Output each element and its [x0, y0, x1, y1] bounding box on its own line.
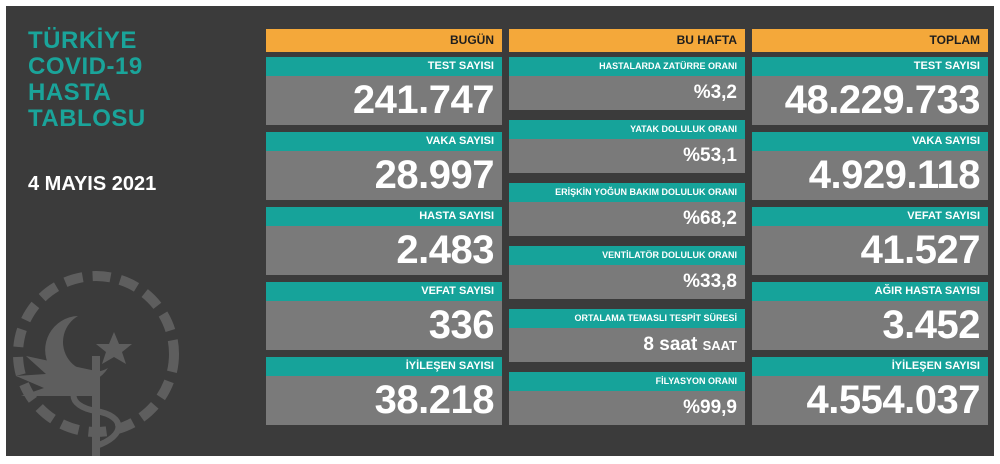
column-heading-total: TOPLAM [752, 29, 988, 52]
column-heading-week: BU HAFTA [509, 29, 745, 52]
card-value: 8 saat SAAT [509, 328, 745, 362]
card-label: VAKA SAYISI [752, 132, 988, 151]
card-value: %53,1 [509, 139, 745, 173]
card-label: FİLYASYON ORANI [509, 372, 745, 391]
card-value: 4.554.037 [752, 376, 988, 425]
week-icu-occupancy-card: ERİŞKİN YOĞUN BAKIM DOLULUK ORANI %68,2 [509, 183, 745, 236]
card-label: VAKA SAYISI [266, 132, 502, 151]
total-test-card: TEST SAYISI 48.229.733 [752, 57, 988, 125]
report-date: 4 MAYIS 2021 [28, 173, 157, 195]
card-value: 28.997 [266, 151, 502, 200]
card-label: AĞIR HASTA SAYISI [752, 282, 988, 301]
title-line: HASTA [28, 79, 112, 106]
card-label: TEST SAYISI [266, 57, 502, 76]
week-pneumonia-card: HASTALARDA ZATÜRRE ORANI %3,2 [509, 57, 745, 110]
week-contact-time-card: ORTALAMA TEMASLI TESPİT SÜRESİ 8 saat SA… [509, 309, 745, 362]
week-filiation-card: FİLYASYON ORANI %99,9 [509, 372, 745, 425]
card-value: 3.452 [752, 301, 988, 350]
page-title: TÜRKİYE COVID-19 HASTA TABLOSU [28, 28, 146, 132]
value-unit: SAAT [702, 338, 737, 353]
total-recovered-card: İYİLEŞEN SAYISI 4.554.037 [752, 357, 988, 425]
total-severe-card: AĞIR HASTA SAYISI 3.452 [752, 282, 988, 350]
week-bed-occupancy-card: YATAK DOLULUK ORANI %53,1 [509, 120, 745, 173]
card-value: %33,8 [509, 265, 745, 299]
card-label: TEST SAYISI [752, 57, 988, 76]
card-value: %3,2 [509, 76, 745, 110]
card-label: VENTİLATÖR DOLULUK ORANI [509, 246, 745, 265]
today-test-card: TEST SAYISI 241.747 [266, 57, 502, 125]
card-label: HASTA SAYISI [266, 207, 502, 226]
today-case-card: VAKA SAYISI 28.997 [266, 132, 502, 200]
card-value: 38.218 [266, 376, 502, 425]
card-label: YATAK DOLULUK ORANI [509, 120, 745, 139]
card-value: 2.483 [266, 226, 502, 275]
ministry-of-health-emblem-icon [13, 271, 179, 456]
column-heading-today: BUGÜN [266, 29, 502, 52]
title-line: TABLOSU [28, 105, 146, 132]
title-line: COVID-19 [28, 53, 143, 80]
total-death-card: VEFAT SAYISI 41.527 [752, 207, 988, 275]
today-death-card: VEFAT SAYISI 336 [266, 282, 502, 350]
total-case-card: VAKA SAYISI 4.929.118 [752, 132, 988, 200]
card-value: 41.527 [752, 226, 988, 275]
card-value: 48.229.733 [752, 76, 988, 125]
today-patient-card: HASTA SAYISI 2.483 [266, 207, 502, 275]
card-label: VEFAT SAYISI [266, 282, 502, 301]
card-value: 241.747 [266, 76, 502, 125]
title-line: TÜRKİYE [28, 27, 137, 54]
card-value: %68,2 [509, 202, 745, 236]
today-recovered-card: İYİLEŞEN SAYISI 38.218 [266, 357, 502, 425]
card-label: İYİLEŞEN SAYISI [266, 357, 502, 376]
card-label: İYİLEŞEN SAYISI [752, 357, 988, 376]
card-label: ERİŞKİN YOĞUN BAKIM DOLULUK ORANI [509, 183, 745, 202]
card-value: 336 [266, 301, 502, 350]
card-value: %99,9 [509, 391, 745, 425]
card-value: 4.929.118 [752, 151, 988, 200]
covid-table-board: TÜRKİYE COVID-19 HASTA TABLOSU 4 MAYIS 2… [6, 6, 994, 456]
card-label: VEFAT SAYISI [752, 207, 988, 226]
card-label: HASTALARDA ZATÜRRE ORANI [509, 57, 745, 76]
value-number: 8 saat [643, 334, 698, 355]
week-ventilator-card: VENTİLATÖR DOLULUK ORANI %33,8 [509, 246, 745, 299]
card-label: ORTALAMA TEMASLI TESPİT SÜRESİ [509, 309, 745, 328]
